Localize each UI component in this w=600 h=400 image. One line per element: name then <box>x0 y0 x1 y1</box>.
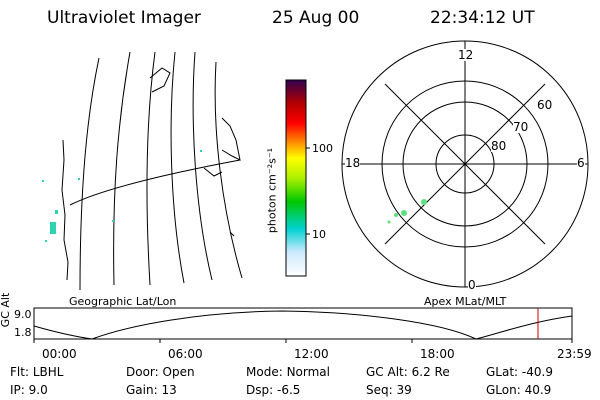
colorbar-tick-100: 100 <box>312 142 333 155</box>
mlat-label-70: 70 <box>513 120 529 134</box>
emission-spot <box>421 199 427 205</box>
info-glat: GLat: -40.9 <box>486 365 553 379</box>
info-door: Door: Open <box>126 365 195 379</box>
info-glon: GLon: 40.9 <box>486 383 552 397</box>
coastline <box>203 167 223 177</box>
coastline <box>61 139 69 281</box>
apex-label: Apex MLat/MLT <box>424 295 507 308</box>
coastline <box>221 117 241 161</box>
altitude-tick-high: 9.0 <box>14 308 32 321</box>
meridian-line <box>146 51 156 286</box>
meridian-line <box>170 51 185 284</box>
altitude-curve <box>33 310 573 340</box>
coastline <box>229 231 235 237</box>
time-tick: 00:00 <box>42 347 77 361</box>
time-tick: 23:59 <box>557 347 592 361</box>
info-seq: Seq: 39 <box>366 383 412 397</box>
altitude-ylabel: GC Alt <box>0 292 12 328</box>
mlt-label-0: 0 <box>468 278 476 292</box>
meridian-line <box>113 51 131 286</box>
info-gain: Gain: 13 <box>126 383 177 397</box>
time-tick: 06:00 <box>168 347 203 361</box>
polar-diagonal <box>384 83 546 245</box>
mlt-label-12: 12 <box>458 48 474 62</box>
colorbar-scale <box>285 79 307 277</box>
meridian-line <box>79 57 100 291</box>
coastline <box>149 67 171 93</box>
mlt-label-6: 6 <box>577 156 585 170</box>
emission-spot <box>394 213 398 217</box>
info-mode: Mode: Normal <box>246 365 330 379</box>
time-tick: 18:00 <box>420 347 455 361</box>
mlt-label-18: 18 <box>345 156 361 170</box>
date-label: 25 Aug 00 <box>272 8 360 28</box>
info-dsp: Dsp: -6.5 <box>246 383 301 397</box>
colorbar-tick-10: 10 <box>312 228 326 241</box>
emission-spot <box>401 210 407 216</box>
info-flt: Flt: LBHL <box>10 365 64 379</box>
altitude-frame <box>33 307 573 340</box>
meridian-line <box>214 61 243 279</box>
emission-spot <box>387 220 391 224</box>
geographic-label: Geographic Lat/Lon <box>69 295 177 308</box>
time-tick: 12:00 <box>294 347 329 361</box>
mlat-label-60: 60 <box>537 98 553 112</box>
info-ip: IP: 9.0 <box>10 383 48 397</box>
mlat-label-80: 80 <box>491 139 507 153</box>
time-label: 22:34:12 UT <box>430 8 535 28</box>
instrument-title: Ultraviolet Imager <box>47 8 201 28</box>
altitude-tick-low: 1.8 <box>14 326 32 339</box>
info-gc-alt: GC Alt: 6.2 Re <box>366 365 450 379</box>
meridian-line <box>192 51 213 281</box>
latitude-line <box>69 159 241 206</box>
